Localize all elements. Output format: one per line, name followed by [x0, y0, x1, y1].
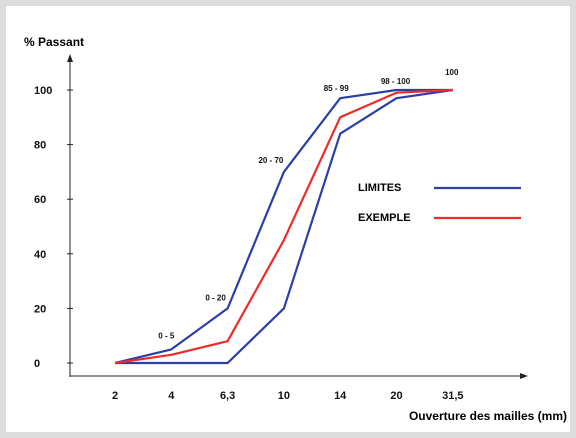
x-tick-label-4: 14: [334, 390, 347, 402]
annotation-1: 0 - 20: [205, 293, 226, 302]
x-axis-title: Ouverture des mailles (mm): [409, 409, 567, 423]
x-tick-label-5: 20: [390, 390, 402, 402]
annotation-5: 100: [445, 68, 459, 77]
y-tick-label-100: 100: [34, 85, 52, 97]
y-axis-title: % Passant: [24, 35, 84, 49]
legend-label-0: LIMITES: [358, 182, 401, 194]
series-line-0: [115, 88, 453, 365]
x-axis-arrow: [520, 373, 528, 379]
y-axis-arrow: [67, 54, 73, 62]
x-tick-label-0: 2: [112, 390, 118, 402]
chart-frame: 0 20 40 60 80 100 2 4 6,3 10 14 20 31,5 % Passant Ouve…: [6, 6, 570, 432]
annotation-3: 85 - 99: [324, 84, 349, 93]
annotation-0: 0 - 5: [158, 331, 175, 340]
annotation-2: 20 - 70: [258, 156, 283, 165]
y-tick-label-20: 20: [34, 303, 46, 315]
x-tick-label-2: 6,3: [220, 390, 235, 402]
legend-label-1: EXEMPLE: [358, 212, 411, 224]
series-line-2: [114, 88, 453, 365]
y-tick-label-40: 40: [34, 249, 46, 261]
y-tick-label-80: 80: [34, 140, 46, 152]
x-tick-label-3: 10: [278, 390, 290, 402]
sieve-curve-chart: 0 20 40 60 80 100 2 4 6,3 10 14 20 31,5 % Passant Ouve…: [24, 35, 567, 423]
x-tick-label-6: 31,5: [442, 390, 463, 402]
y-tick-label-0: 0: [34, 358, 40, 370]
y-tick-label-60: 60: [34, 194, 46, 206]
annotation-4: 98 - 100: [381, 77, 411, 86]
x-tick-label-1: 4: [168, 390, 175, 402]
series-line-1: [114, 88, 453, 365]
